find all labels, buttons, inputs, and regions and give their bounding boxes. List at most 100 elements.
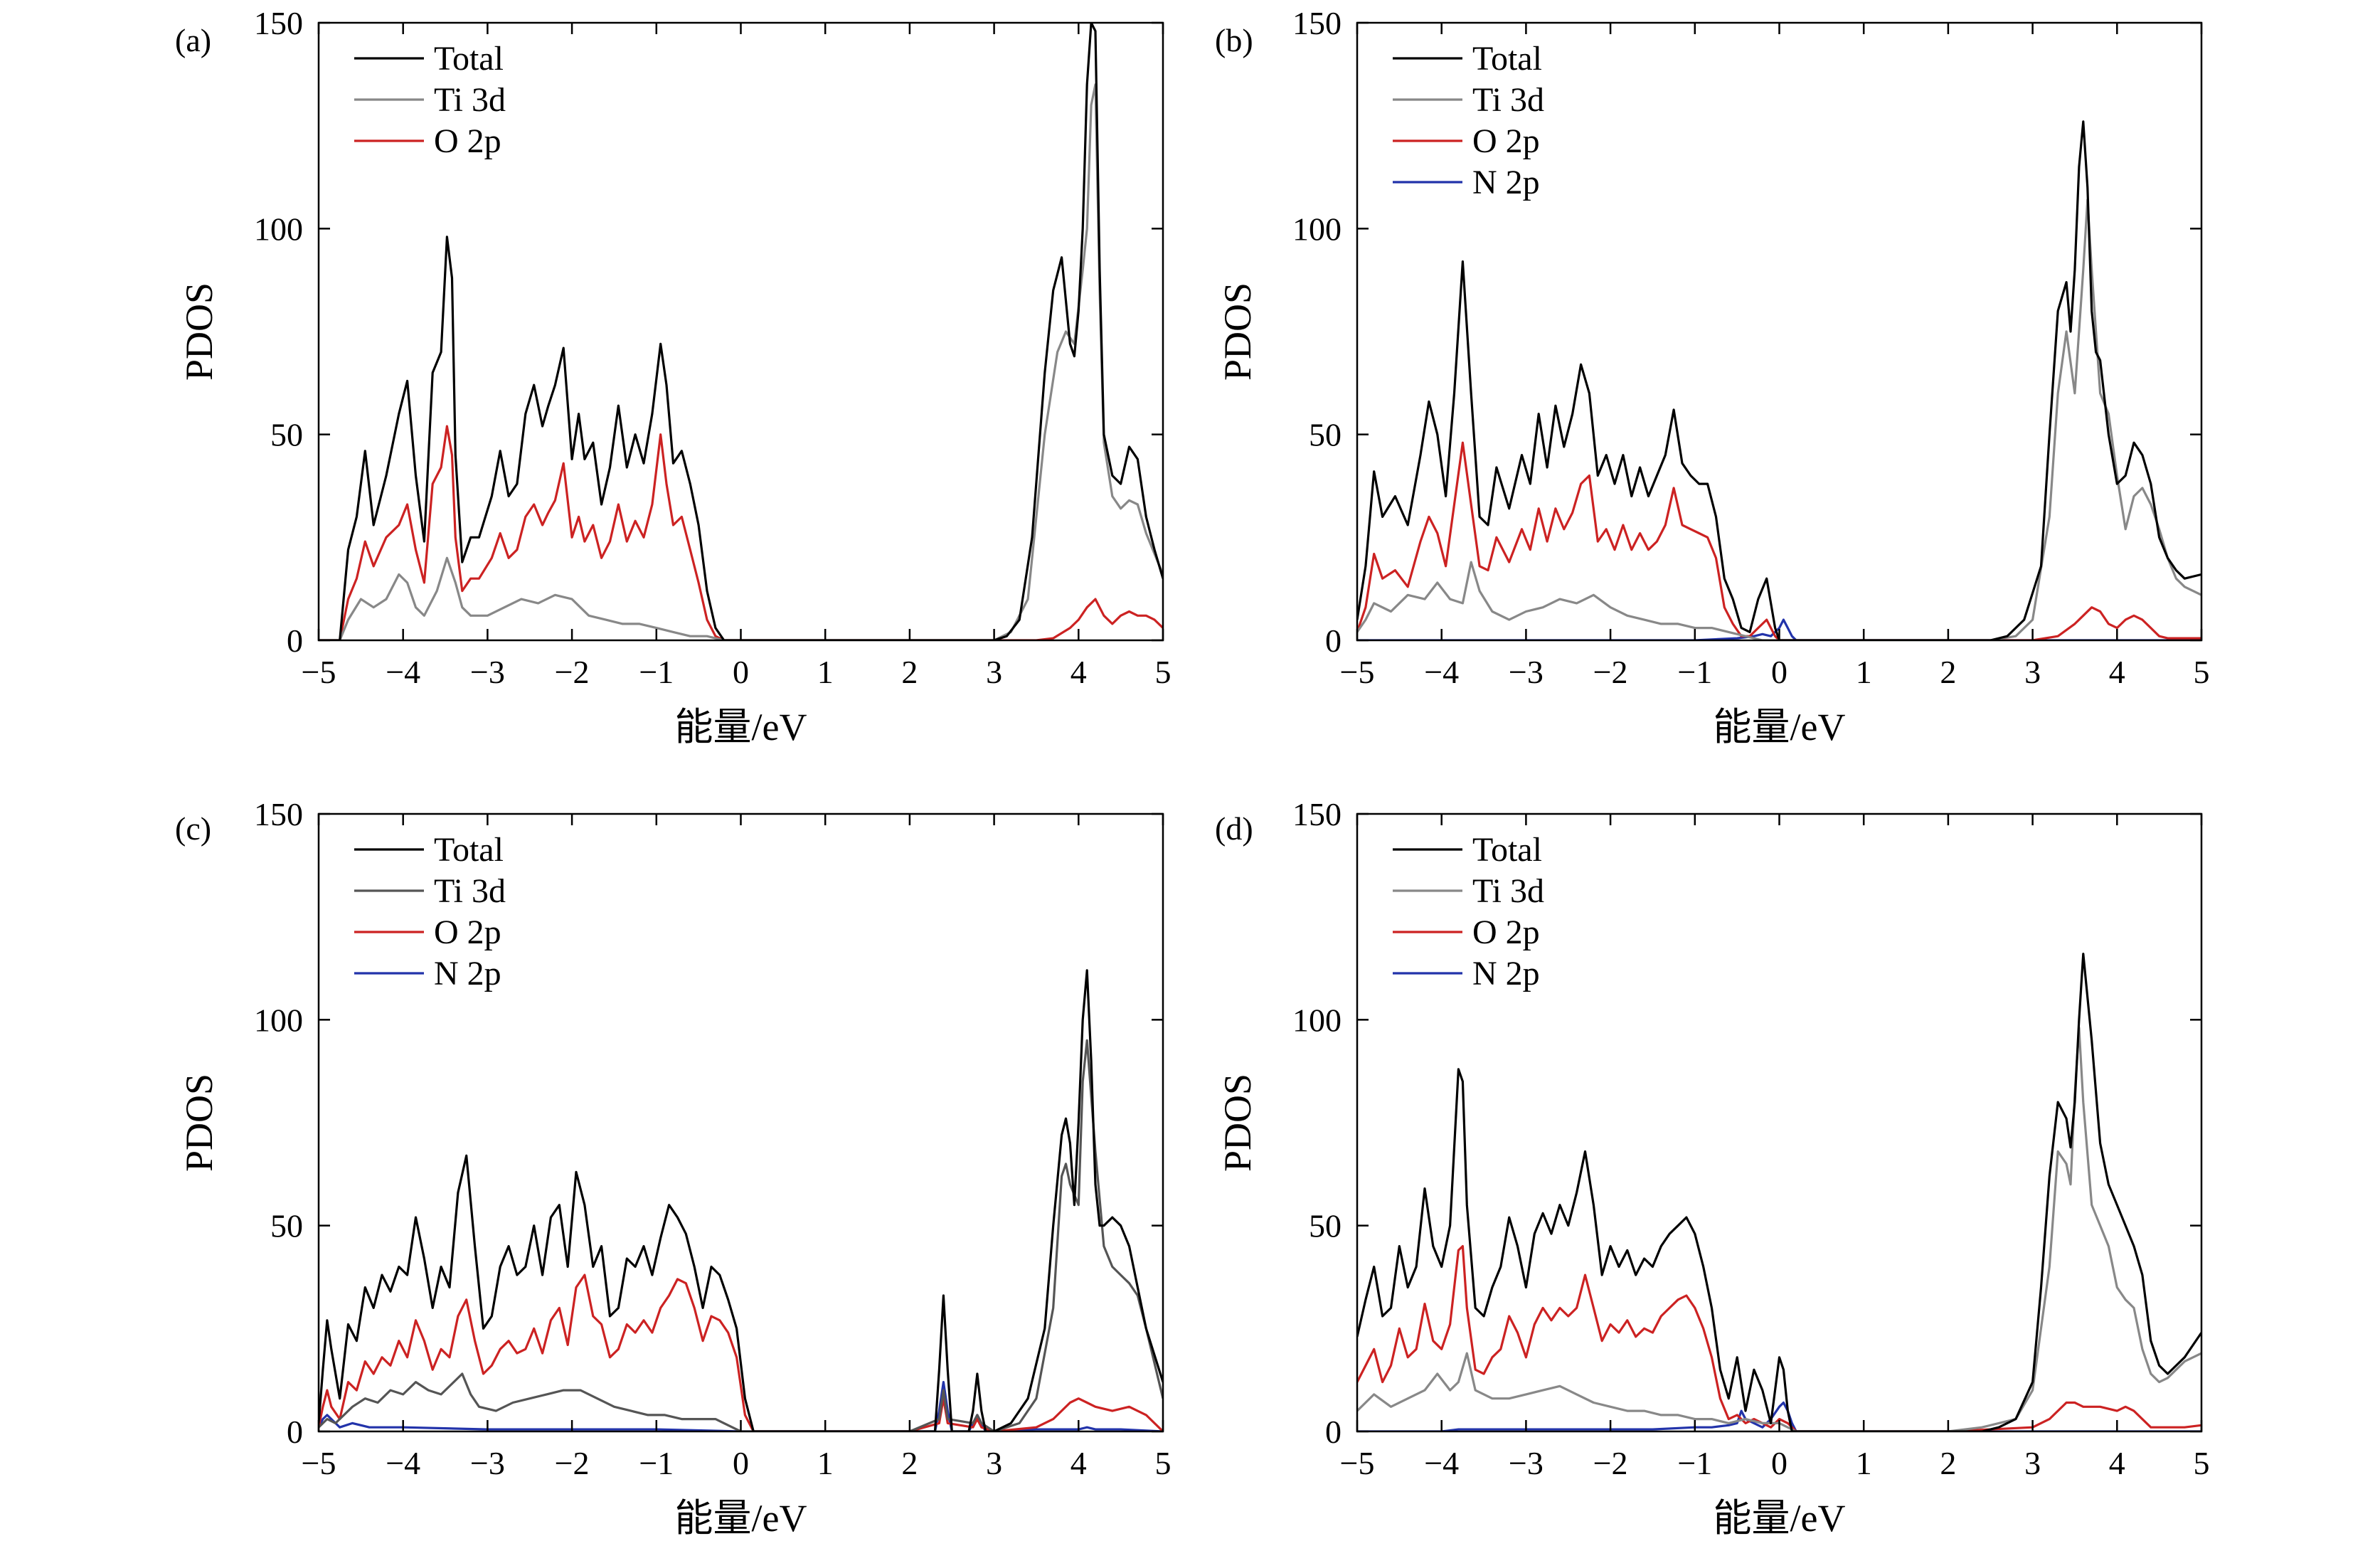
legend-label: N 2p — [1472, 164, 1540, 201]
y-tick-label: 150 — [1292, 5, 1342, 41]
y-tick-label: 0 — [1325, 1414, 1342, 1450]
legend-label: Total — [434, 831, 504, 869]
y-tick-label: 50 — [1309, 417, 1342, 453]
x-tick-label: 5 — [1155, 654, 1172, 690]
y-axis-label: PDOS — [1216, 1074, 1259, 1172]
x-tick-label: 2 — [901, 1445, 918, 1481]
x-axis-label: 能量/eV — [675, 1497, 807, 1540]
x-tick-label: −4 — [1424, 654, 1459, 690]
y-tick-label: 100 — [254, 211, 303, 247]
y-axis-label: PDOS — [178, 282, 221, 381]
panel-3: −5 −4 −3 −2 −1 0 1 2 3 4 5050100150能量/eVPDOS(c)Tot… — [175, 796, 1172, 1540]
series-group — [1357, 953, 2201, 1431]
x-tick-label: −3 — [470, 1445, 505, 1481]
legend-label: O 2p — [1472, 122, 1540, 160]
legend-label: Total — [1472, 40, 1542, 78]
x-tick-label: −5 — [302, 1445, 336, 1481]
series-line-o-2p — [319, 425, 1163, 640]
series-line-ti-3d — [319, 1039, 1163, 1431]
panel-label: (c) — [175, 810, 211, 847]
series-line-o-2p — [1357, 441, 2201, 640]
x-tick-label: −3 — [470, 654, 505, 690]
y-tick-label: 0 — [287, 623, 303, 659]
series-line-o-2p — [319, 1273, 1163, 1431]
x-tick-label: 2 — [1940, 1445, 1956, 1481]
legend-label: Ti 3d — [1472, 81, 1544, 119]
x-tick-label: 3 — [2024, 654, 2041, 690]
x-tick-label: 3 — [986, 654, 1002, 690]
series-line-total — [319, 969, 1163, 1431]
x-tick-label: 2 — [1940, 654, 1956, 690]
x-tick-label: −4 — [386, 654, 420, 690]
panel-label: (a) — [175, 22, 211, 58]
legend-label: N 2p — [1472, 955, 1540, 992]
legend-label: Ti 3d — [1472, 872, 1544, 910]
series-line-n-2p — [1357, 618, 2201, 640]
x-tick-label: 0 — [733, 654, 749, 690]
x-tick-label: −2 — [555, 654, 590, 690]
legend-label: O 2p — [434, 914, 501, 951]
x-tick-label: −5 — [1340, 654, 1375, 690]
x-axis-label: 能量/eV — [1714, 706, 1846, 748]
y-tick-label: 0 — [1325, 623, 1342, 659]
legend-label: O 2p — [1472, 914, 1540, 951]
y-tick-label: 150 — [254, 796, 303, 832]
x-tick-label: 5 — [2194, 1445, 2210, 1481]
x-tick-label: 0 — [1771, 654, 1787, 690]
x-tick-label: −1 — [1677, 1445, 1712, 1481]
x-tick-label: 4 — [2109, 654, 2125, 690]
x-tick-label: −2 — [1593, 1445, 1628, 1481]
series-group — [319, 969, 1163, 1431]
x-tick-label: 4 — [1071, 654, 1087, 690]
x-tick-label: 1 — [817, 1445, 834, 1481]
series-line-o-2p — [1357, 1245, 2201, 1431]
series-line-total — [1357, 953, 2201, 1431]
x-tick-label: −1 — [1677, 654, 1712, 690]
legend-label: Total — [434, 40, 504, 78]
x-tick-label: −2 — [1593, 654, 1628, 690]
x-tick-label: 0 — [1771, 1445, 1787, 1481]
legend-label: N 2p — [434, 955, 501, 992]
x-axis-label: 能量/eV — [675, 706, 807, 748]
series-line-total — [319, 23, 1163, 640]
series-line-total — [1357, 120, 2201, 640]
series-group — [319, 23, 1163, 640]
y-tick-label: 50 — [1309, 1208, 1342, 1244]
y-tick-label: 150 — [1292, 796, 1342, 832]
series-group — [1357, 120, 2201, 640]
x-tick-label: −5 — [1340, 1445, 1375, 1481]
panel-label: (d) — [1215, 810, 1253, 847]
series-line-ti-3d — [1357, 198, 2201, 640]
y-tick-label: 100 — [1292, 1002, 1342, 1038]
x-tick-label: −5 — [302, 654, 336, 690]
y-tick-label: 150 — [254, 5, 303, 41]
x-tick-label: −2 — [555, 1445, 590, 1481]
x-tick-label: 2 — [901, 654, 918, 690]
y-tick-label: 100 — [1292, 211, 1342, 247]
y-tick-label: 0 — [287, 1414, 303, 1450]
x-tick-label: 5 — [2194, 654, 2210, 690]
x-tick-label: 1 — [1856, 1445, 1872, 1481]
x-tick-label: 0 — [733, 1445, 749, 1481]
x-tick-label: −1 — [639, 654, 674, 690]
y-tick-label: 100 — [254, 1002, 303, 1038]
legend-label: Total — [1472, 831, 1542, 869]
x-tick-label: 4 — [1071, 1445, 1087, 1481]
x-tick-label: 3 — [2024, 1445, 2041, 1481]
series-line-ti-3d — [319, 83, 1163, 640]
y-tick-label: 50 — [270, 417, 303, 453]
x-tick-label: −3 — [1509, 654, 1544, 690]
x-tick-label: 1 — [1856, 654, 1872, 690]
x-tick-label: −4 — [386, 1445, 420, 1481]
panel-label: (b) — [1215, 22, 1253, 58]
panel-4: −5 −4 −3 −2 −1 0 1 2 3 4 5050100150能量/eVPDOS(d)Tot… — [1215, 796, 2210, 1540]
x-tick-label: −1 — [639, 1445, 674, 1481]
x-tick-label: 5 — [1155, 1445, 1172, 1481]
x-tick-label: 3 — [986, 1445, 1002, 1481]
series-line-n-2p — [319, 1381, 1163, 1431]
x-axis-label: 能量/eV — [1714, 1497, 1846, 1540]
legend-label: O 2p — [434, 122, 501, 160]
y-tick-label: 50 — [270, 1208, 303, 1244]
